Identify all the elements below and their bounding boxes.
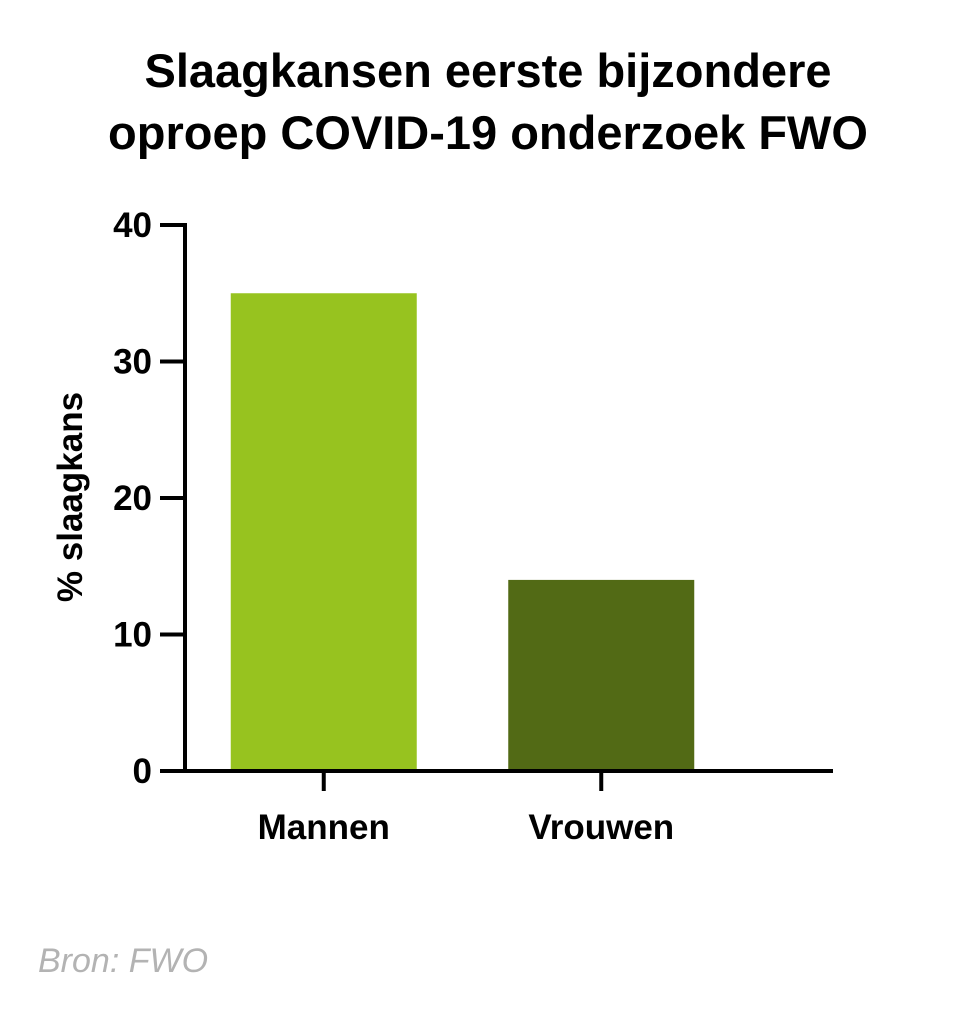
bars-group [230,293,695,771]
y-axis-label: % slaagkans [51,392,90,602]
x-tick-label: Vrouwen [528,808,674,847]
y-tick-label: 0 [133,752,152,791]
y-tick-label: 20 [113,479,152,518]
bar-mannen [230,293,417,771]
y-tick-label: 40 [113,206,152,245]
chart-title: Slaagkansen eerste bijzondere oproep COV… [0,40,976,164]
chart-title-line-1: Slaagkansen eerste bijzondere [144,44,832,97]
y-tick-label: 30 [113,343,152,382]
bar-vrouwen [508,579,695,771]
chart-title-line-2: oproep COVID-19 onderzoek FWO [108,106,868,159]
source-note: Bron: FWO [38,942,209,980]
y-tick-label: 10 [113,616,152,655]
axes-group: Mannen Vrouwen 0 10 20 30 40 [113,206,833,847]
x-tick-label: Mannen [258,808,390,847]
